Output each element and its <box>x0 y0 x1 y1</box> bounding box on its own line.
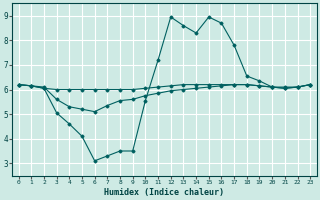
X-axis label: Humidex (Indice chaleur): Humidex (Indice chaleur) <box>104 188 224 197</box>
